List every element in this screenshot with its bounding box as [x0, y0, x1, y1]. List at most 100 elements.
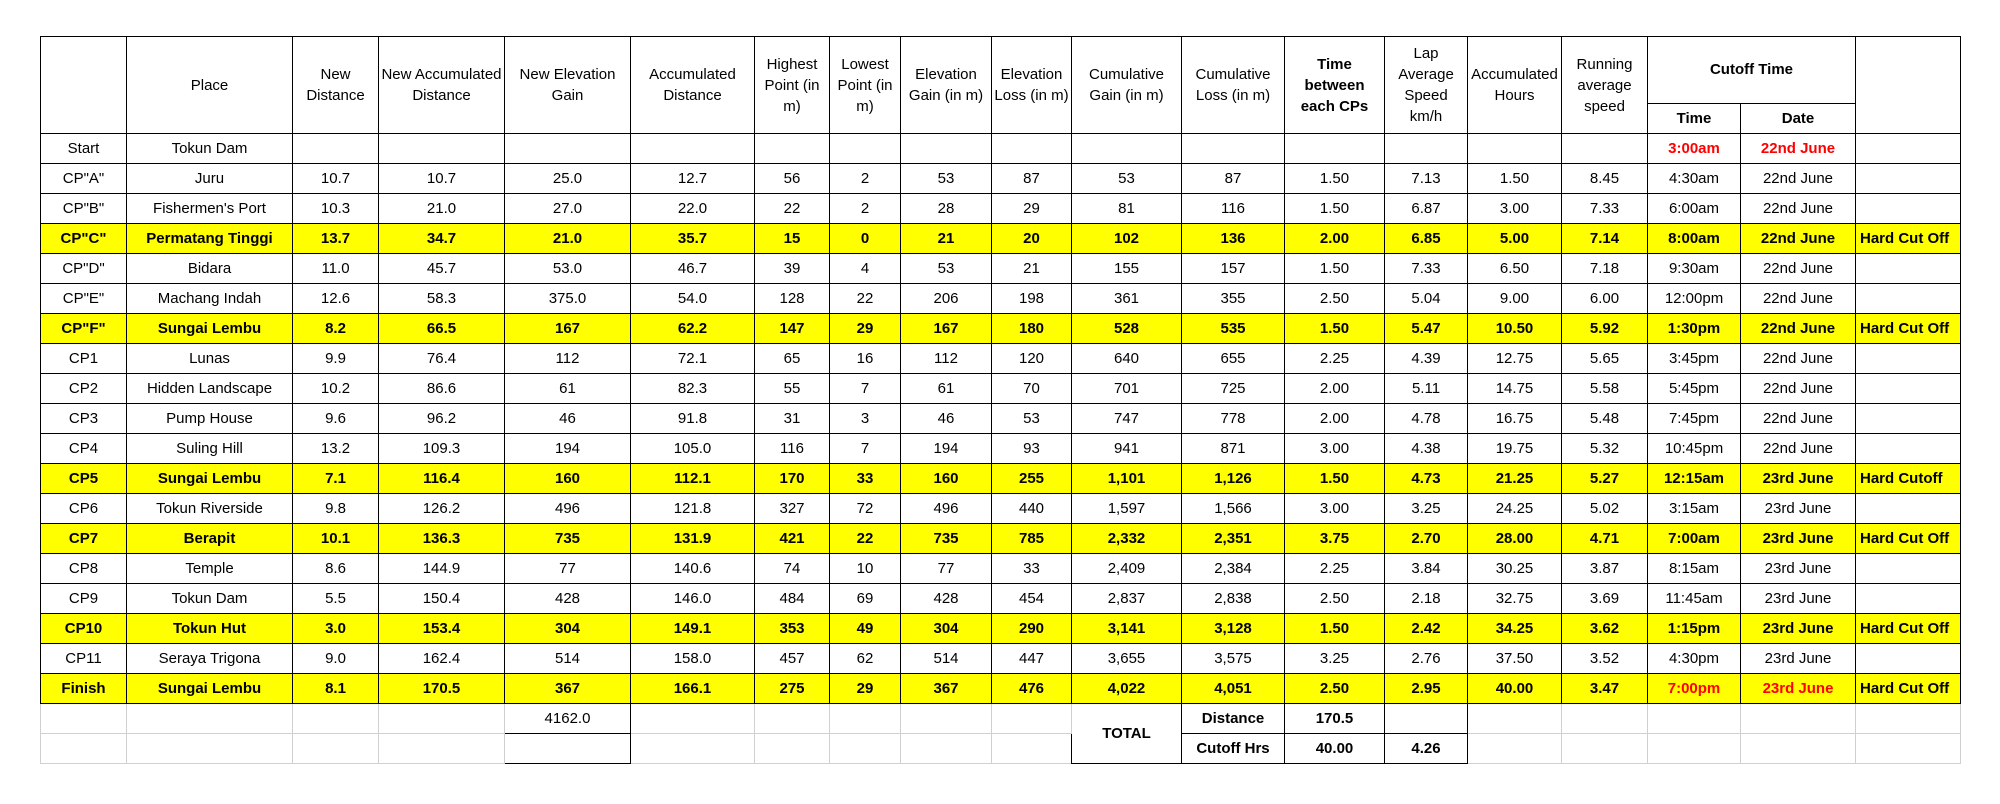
value-cell: 10 [829, 553, 901, 584]
value-cell: 447 [991, 643, 1072, 674]
value-cell: 5.02 [1561, 493, 1648, 524]
value-cell: 21.0 [378, 193, 505, 224]
empty-cell [40, 733, 127, 764]
value-cell: 496 [504, 493, 631, 524]
value-cell: 290 [991, 613, 1072, 644]
header-cell [1855, 36, 1961, 134]
empty-cell [630, 133, 755, 164]
value-cell: 3.0 [292, 613, 379, 644]
value-cell: 62.2 [630, 313, 755, 344]
cutoff-time: 8:00am [1647, 223, 1741, 254]
value-cell: 69 [829, 583, 901, 614]
value-cell: 2.76 [1384, 643, 1468, 674]
checkpoint: CP"B" [40, 193, 127, 224]
value-cell: 2.25 [1284, 343, 1385, 374]
value-cell: 87 [1181, 163, 1285, 194]
data-row: CP1 Lunas 9.9 76.4 112 72.1 65 16 112 120 640 655 2.… [40, 343, 1961, 374]
value-cell: 12.75 [1467, 343, 1562, 374]
cutoff-date: 22nd June [1740, 373, 1856, 404]
value-cell: 5.11 [1384, 373, 1468, 404]
value-cell: 102 [1071, 223, 1182, 254]
value-cell: 1,101 [1071, 463, 1182, 494]
cutoff-time: 3:00am [1647, 133, 1741, 164]
empty-cell [1855, 433, 1961, 464]
empty-cell [1647, 703, 1741, 734]
checkpoint: CP8 [40, 553, 127, 584]
data-row: CP"C" Permatang Tinggi 13.7 34.7 21.0 35.7 15 0… [40, 223, 1961, 254]
column-header: Elevation Gain (in m) [900, 36, 992, 134]
value-cell: 5.65 [1561, 343, 1648, 374]
value-cell: 112 [504, 343, 631, 374]
value-cell: 53 [900, 253, 992, 284]
value-cell: 2,351 [1181, 523, 1285, 554]
value-cell: 375.0 [504, 283, 631, 314]
value-cell: 147 [754, 313, 830, 344]
data-row: CP7 Berapit 10.1 136.3 735 131.9 421 22 735 785 2,… [40, 523, 1961, 554]
column-header: Highest Point (in m) [754, 36, 830, 134]
value-cell: 4.73 [1384, 463, 1468, 494]
value-cell: 65 [754, 343, 830, 374]
value-cell: 22 [829, 283, 901, 314]
cutoff-time: 3:15am [1647, 493, 1741, 524]
value-cell: 4,051 [1181, 673, 1285, 704]
value-cell: 735 [504, 523, 631, 554]
average-speed: 4.26 [1384, 733, 1468, 764]
value-cell: 4.39 [1384, 343, 1468, 374]
empty-cell [126, 733, 293, 764]
value-cell: 116.4 [378, 463, 505, 494]
column-header: Cumulative Loss (in m) [1181, 36, 1285, 134]
value-cell: 167 [504, 313, 631, 344]
value-cell: 941 [1071, 433, 1182, 464]
empty-cell [900, 703, 992, 734]
value-cell: 514 [900, 643, 992, 674]
empty-cell [504, 733, 631, 764]
value-cell: 2,332 [1071, 523, 1182, 554]
value-cell: 1.50 [1284, 313, 1385, 344]
checkpoint: CP3 [40, 403, 127, 434]
checkpoint: CP5 [40, 463, 127, 494]
data-row: CP4 Suling Hill 13.2 109.3 194 105.0 116 7 194 93… [40, 433, 1961, 464]
column-header: Elevation Loss (in m) [991, 36, 1072, 134]
value-cell: 13.7 [292, 223, 379, 254]
value-cell: 1,597 [1071, 493, 1182, 524]
checkpoint: CP"C" [40, 223, 127, 254]
value-cell: 61 [900, 373, 992, 404]
value-cell: 7.18 [1561, 253, 1648, 284]
value-cell: 9.6 [292, 403, 379, 434]
value-cell: 170 [754, 463, 830, 494]
cutoff-time: 1:30pm [1647, 313, 1741, 344]
column-header: New Distance [292, 36, 379, 134]
cutoff-time: 7:00am [1647, 523, 1741, 554]
value-cell: 535 [1181, 313, 1285, 344]
empty-cell [504, 133, 631, 164]
value-cell: 66.5 [378, 313, 505, 344]
column-header: Time between each CPs [1284, 36, 1385, 134]
value-cell: 96.2 [378, 403, 505, 434]
value-cell: 8.2 [292, 313, 379, 344]
value-cell: 13.2 [292, 433, 379, 464]
checkpoint: CP2 [40, 373, 127, 404]
value-cell: 10.7 [378, 163, 505, 194]
value-cell: 1.50 [1284, 253, 1385, 284]
empty-cell [1384, 703, 1468, 734]
value-cell: 74 [754, 553, 830, 584]
value-cell: 8.6 [292, 553, 379, 584]
value-cell: 9.0 [292, 643, 379, 674]
place: Tokun Dam [126, 583, 293, 614]
value-cell: 3.00 [1284, 493, 1385, 524]
value-cell: 160 [504, 463, 631, 494]
value-cell: 28 [900, 193, 992, 224]
empty-cell [991, 703, 1072, 734]
cutoff-time: 7:00pm [1647, 673, 1741, 704]
empty-cell [900, 133, 992, 164]
value-cell: 2,384 [1181, 553, 1285, 584]
column-header: Place [126, 36, 293, 134]
value-cell: 514 [504, 643, 631, 674]
empty-cell [1855, 193, 1961, 224]
place: Permatang Tinggi [126, 223, 293, 254]
empty-cell [1384, 133, 1468, 164]
checkpoint: Start [40, 133, 127, 164]
value-cell: 27.0 [504, 193, 631, 224]
value-cell: 1,566 [1181, 493, 1285, 524]
value-cell: 77 [900, 553, 992, 584]
